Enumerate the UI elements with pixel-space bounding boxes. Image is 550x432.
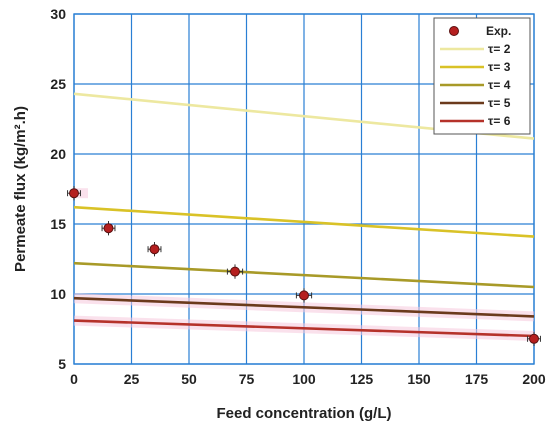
x-tick-label-1: 25 bbox=[124, 371, 140, 387]
x-tick-label-8: 200 bbox=[522, 371, 546, 387]
legend: Exp. τ= 2 τ= 3 τ= 4 τ= 5 τ= 6 bbox=[433, 17, 531, 135]
y-tick-label-5: 30 bbox=[50, 6, 66, 22]
y-axis-label: Permeate flux (kg/m².h) bbox=[12, 106, 29, 272]
x-axis-label: Feed concentration (g/L) bbox=[216, 405, 391, 422]
y-tick-label-2: 15 bbox=[50, 216, 66, 232]
series-line-5 bbox=[73, 296, 535, 318]
data-point-1 bbox=[101, 221, 116, 236]
x-tick-label-7: 175 bbox=[465, 371, 489, 387]
legend-label-3: τ= 3 bbox=[488, 60, 511, 74]
x-tick-label-0: 0 bbox=[70, 371, 78, 387]
y-tick-label-4: 25 bbox=[50, 76, 66, 92]
legend-label-exp: Exp. bbox=[486, 24, 511, 38]
data-point-0 bbox=[67, 186, 81, 201]
data-point-2 bbox=[147, 242, 162, 257]
experimental-points bbox=[67, 186, 541, 346]
tick-labels: 0 25 50 75 100 125 150 175 200 5 10 15 20 25 30 bbox=[50, 6, 545, 387]
y-tick-label-0: 5 bbox=[58, 356, 66, 372]
y-tick-label-1: 10 bbox=[50, 286, 66, 302]
series-line-3 bbox=[73, 205, 535, 238]
data-point-5 bbox=[527, 331, 541, 346]
x-tick-label-4: 100 bbox=[292, 371, 316, 387]
series-line-4 bbox=[73, 261, 535, 289]
legend-box bbox=[433, 17, 531, 135]
x-tick-label-3: 75 bbox=[239, 371, 255, 387]
legend-label-5: τ= 5 bbox=[488, 96, 511, 110]
data-point-4 bbox=[295, 288, 313, 303]
data-point-3 bbox=[226, 264, 244, 279]
x-tick-label-2: 50 bbox=[181, 371, 197, 387]
legend-label-4: τ= 4 bbox=[488, 78, 511, 92]
legend-label-2: τ= 2 bbox=[488, 42, 511, 56]
x-tick-label-6: 150 bbox=[407, 371, 431, 387]
legend-marker-exp bbox=[449, 26, 459, 36]
series-line-6 bbox=[73, 319, 535, 338]
x-tick-label-5: 125 bbox=[350, 371, 374, 387]
y-tick-label-3: 20 bbox=[50, 146, 66, 162]
legend-label-6: τ= 6 bbox=[488, 114, 511, 128]
